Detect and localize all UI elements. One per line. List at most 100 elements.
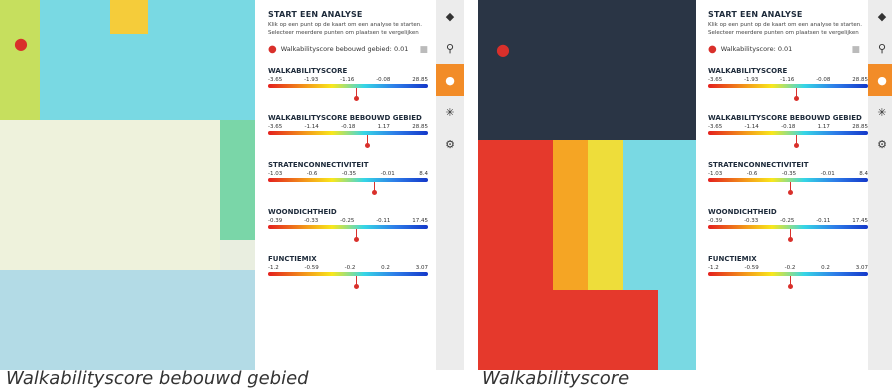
tick-label: 28.85 — [852, 124, 868, 130]
tick-label: 1.17 — [817, 124, 830, 130]
layers-icon[interactable]: ◆ — [445, 9, 455, 23]
metric: STRATENCONNECTIVITEIT -1.03 -0.6 -0.35 -0.01… — [708, 161, 868, 196]
analysis-sidebar-left: START EEN ANALYSE Klik op een punt op de… — [258, 0, 436, 370]
metric-name: WALKABILITYSCORE — [708, 67, 788, 75]
value-marker — [268, 229, 428, 243]
tick-label: -0.18 — [341, 124, 356, 130]
value-marker — [708, 276, 868, 290]
score-entry[interactable]: ● Walkabilityscore: 0.01 ■ — [708, 44, 860, 56]
metric: WALKABILITYSCORE -3.65 -1.93 -1.16 -0.08 28.8… — [708, 67, 868, 102]
tick-label: 3.07 — [855, 265, 868, 271]
tick-label: -1.93 — [304, 77, 319, 83]
metric-name: WALKABILITYSCORE BEBOUWD GEBIED — [268, 114, 422, 122]
tick-label: -0.08 — [376, 77, 391, 83]
analysis-title: START EEN ANALYSE — [268, 10, 363, 19]
tick-label: -0.33 — [744, 218, 759, 224]
tick-label: -0.11 — [816, 218, 831, 224]
trash-icon[interactable]: ■ — [419, 45, 428, 55]
map-dark-cell — [478, 0, 696, 140]
search-icon[interactable]: ⚲ — [877, 41, 887, 55]
metric: WALKABILITYSCORE -3.65 -1.93 -1.16 -0.08 28.8… — [268, 67, 436, 102]
metric: FUNCTIEMIX -1.2 -0.59 -0.2 0.2 3.07 — [268, 255, 436, 290]
location-pin-icon[interactable]: ● — [436, 64, 464, 96]
tick-label: -3.65 — [708, 77, 723, 83]
caption: Walkabilityscore bebouwd gebied — [6, 368, 309, 389]
tick-label: -1.14 — [744, 124, 759, 130]
metric-name: WALKABILITYSCORE — [268, 67, 348, 75]
tick-label: -0.6 — [306, 171, 318, 177]
tick-label: -1.03 — [268, 171, 283, 177]
tick-label: -0.2 — [784, 265, 796, 271]
tick-label: -0.08 — [816, 77, 831, 83]
gear-icon[interactable]: ⚙ — [445, 137, 455, 151]
color-scale-bar — [268, 272, 428, 276]
location-pin-icon: ● — [268, 44, 277, 55]
tick-label: 8.4 — [859, 171, 868, 177]
score-entry[interactable]: ● Walkabilityscore bebouwd gebied: 0.01 ■ — [268, 44, 428, 56]
tick-label: -1.14 — [304, 124, 319, 130]
tick-label: -0.33 — [304, 218, 319, 224]
tick-label: -0.25 — [780, 218, 795, 224]
color-scale-bar — [708, 225, 868, 229]
tick-label: -1.2 — [708, 265, 719, 271]
tick-label: -1.16 — [780, 77, 795, 83]
map-heat-cell — [220, 120, 255, 240]
metric-name: STRATENCONNECTIVITEIT — [268, 161, 369, 169]
snowflake-icon[interactable]: ✳ — [877, 105, 887, 119]
metric: FUNCTIEMIX -1.2 -0.59 -0.2 0.2 3.07 — [708, 255, 868, 290]
analysis-title: START EEN ANALYSE — [708, 10, 803, 19]
snowflake-icon[interactable]: ✳ — [445, 105, 455, 119]
analysis-intro: Klik op een punt op de kaart om een anal… — [708, 22, 862, 36]
tick-label: -3.65 — [708, 124, 723, 130]
layers-icon[interactable]: ◆ — [877, 9, 887, 23]
tick-label: -0.35 — [781, 171, 797, 177]
trash-icon[interactable]: ■ — [851, 45, 860, 55]
tick-label: -0.35 — [341, 171, 357, 177]
metric: WALKABILITYSCORE BEBOUWD GEBIED -3.65 -1.1… — [708, 114, 868, 149]
value-marker — [708, 229, 868, 243]
tick-label: 1.17 — [377, 124, 390, 130]
metric-list: WALKABILITYSCORE -3.65 -1.93 -1.16 -0.08 28.8… — [268, 67, 436, 290]
map-heat-cell — [588, 140, 623, 290]
value-marker — [708, 88, 868, 102]
location-pin-icon: ● — [708, 44, 717, 55]
metric-name: STRATENCONNECTIVITEIT — [708, 161, 809, 169]
toolbar-right: ◆ ⚲ ● ✳ ⚙ — [868, 0, 892, 370]
tick-label: 28.85 — [412, 124, 428, 130]
tick-label: -0.39 — [708, 218, 723, 224]
map-pin-icon[interactable]: ● — [496, 40, 510, 59]
tick-label: -0.2 — [344, 265, 356, 271]
tick-label: 28.85 — [852, 77, 868, 83]
tick-label: 0.2 — [821, 265, 830, 271]
value-marker — [268, 135, 428, 149]
tick-label: -0.59 — [744, 265, 759, 271]
value-marker — [268, 88, 428, 102]
tick-label: -0.25 — [340, 218, 355, 224]
gear-icon[interactable]: ⚙ — [877, 137, 887, 151]
panel-right: ● START EEN ANALYSE Klik op een punt op … — [478, 0, 892, 389]
tick-label: -1.93 — [744, 77, 759, 83]
map-pin-icon[interactable]: ● — [14, 34, 28, 53]
color-scale-bar — [268, 84, 428, 88]
metric-list: WALKABILITYSCORE -3.65 -1.93 -1.16 -0.08 28.8… — [708, 67, 868, 290]
metric: WOONDICHTHEID -0.39 -0.33 -0.25 -0.11 17.45 — [268, 208, 436, 243]
metric-name: WOONDICHTHEID — [268, 208, 337, 216]
value-marker — [268, 276, 428, 290]
metric: WOONDICHTHEID -0.39 -0.33 -0.25 -0.11 17.45 — [708, 208, 868, 243]
map-left[interactable]: ● — [0, 0, 255, 370]
search-icon[interactable]: ⚲ — [445, 41, 455, 55]
tick-label: -1.03 — [708, 171, 723, 177]
color-scale-bar — [708, 84, 868, 88]
value-marker — [708, 135, 868, 149]
tick-label: -0.01 — [820, 171, 835, 177]
panel-left: ● START EEN ANALYSE Klik op een punt op … — [0, 0, 465, 389]
metric-name: FUNCTIEMIX — [268, 255, 317, 263]
metric-name: WALKABILITYSCORE BEBOUWD GEBIED — [708, 114, 862, 122]
map-right[interactable]: ● — [478, 0, 696, 370]
color-scale-bar — [708, 131, 868, 135]
tick-label: -0.39 — [268, 218, 283, 224]
tick-label: -0.01 — [380, 171, 395, 177]
color-scale-bar — [708, 178, 868, 182]
location-pin-icon[interactable]: ● — [868, 64, 892, 96]
analysis-sidebar-right: START EEN ANALYSE Klik op een punt op de… — [698, 0, 868, 370]
